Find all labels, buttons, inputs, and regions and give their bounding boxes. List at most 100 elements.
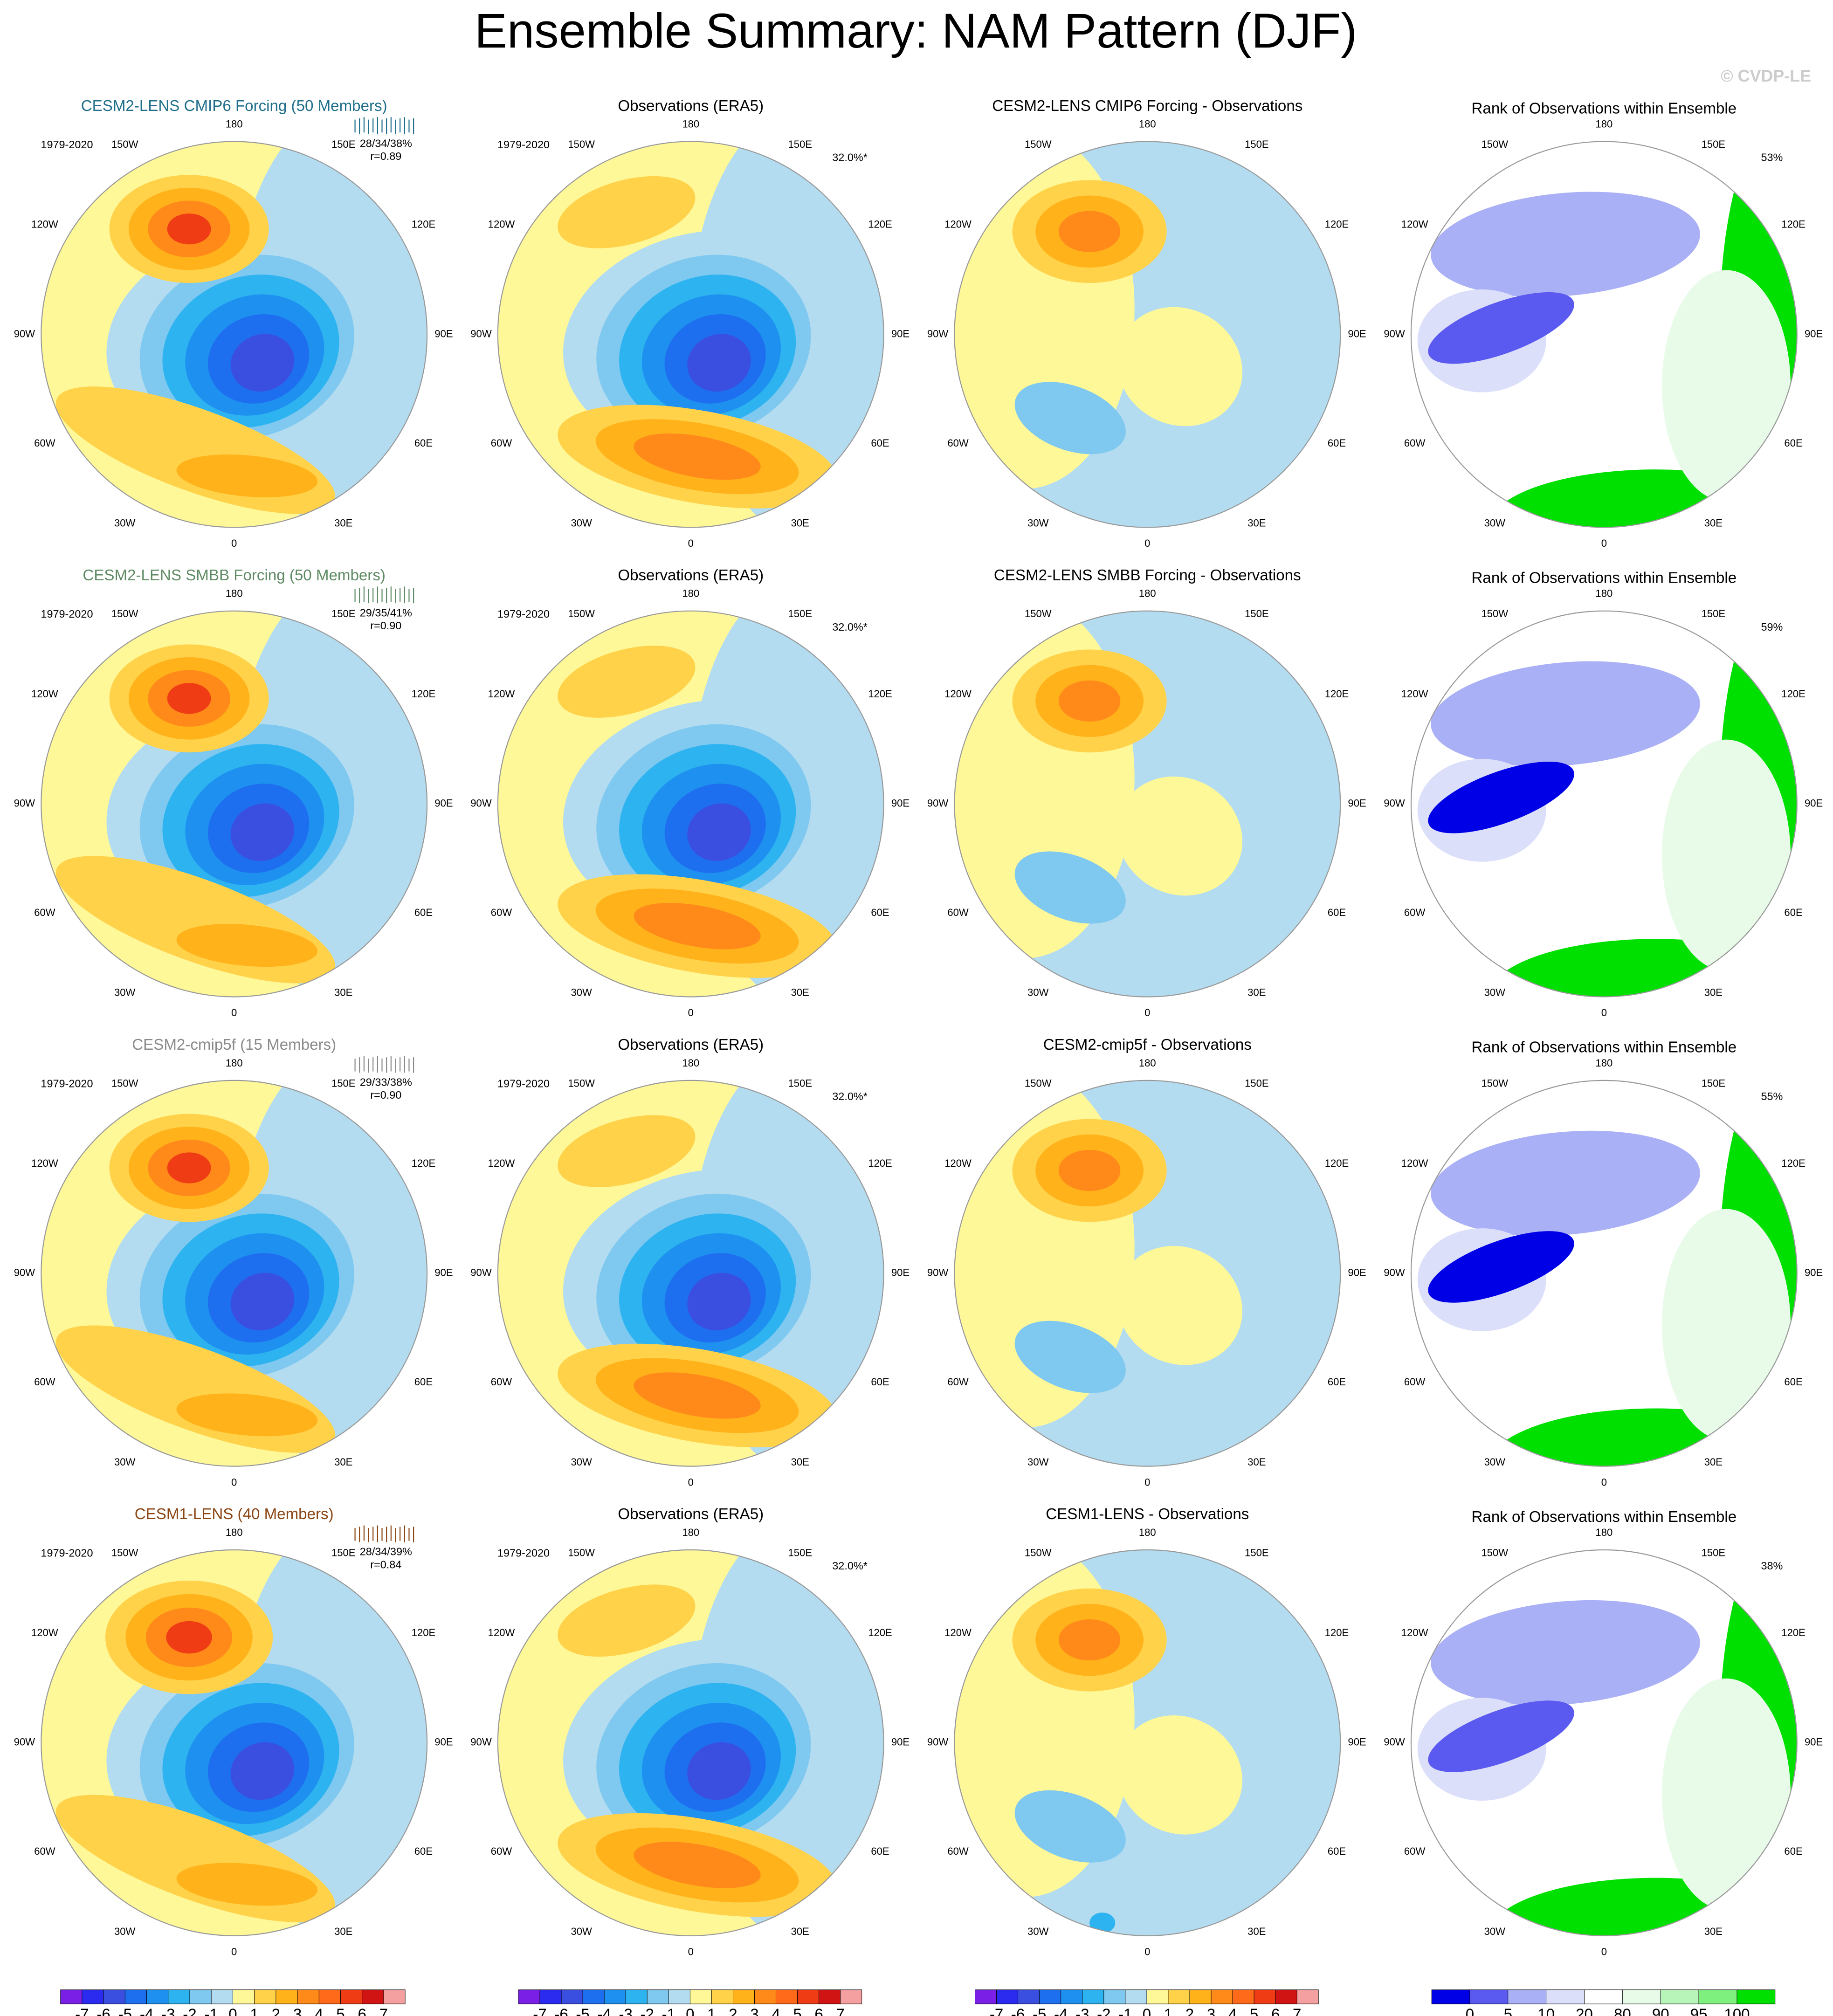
lon-label: 30W [571, 1456, 593, 1468]
lon-label: 120W [488, 688, 515, 700]
lon-label: 180 [1139, 1057, 1156, 1069]
colorbar-label: 100 [1724, 2006, 1750, 2016]
colorbar-label: 95 [1690, 2006, 1708, 2016]
lon-label: 90E [434, 797, 453, 809]
lon-label: 150W [1025, 1077, 1052, 1089]
rank-pct: 59% [1761, 621, 1783, 633]
colorbar-label: -7 [75, 2006, 89, 2016]
colorbar-label: -6 [554, 2006, 568, 2016]
lon-label: 90E [891, 797, 910, 809]
contour [1014, 382, 1126, 454]
colorbar-label: -7 [533, 2006, 546, 2016]
colorbar-box [233, 1989, 255, 2004]
panel-title: CESM2-LENS SMBB Forcing - Observations [994, 567, 1301, 584]
colorbar-box [383, 1989, 406, 2004]
lon-label: 150W [1481, 608, 1508, 619]
colorbar-label: -2 [183, 2006, 196, 2016]
panel-title: CESM1-LENS (40 Members) [135, 1506, 334, 1523]
lon-label: 90E [1348, 797, 1366, 809]
lon-label: 90W [470, 1267, 492, 1279]
lon-label: 90E [434, 1267, 453, 1279]
map-border [497, 1080, 884, 1467]
colorbar-label: 5 [1504, 2006, 1512, 2016]
colorbar-box [1469, 1989, 1509, 2004]
contour [1428, 762, 1574, 833]
lon-label: 60E [1328, 1845, 1346, 1857]
map [41, 141, 427, 528]
colorbar-box [146, 1989, 169, 2004]
lon-label: 60E [1328, 907, 1346, 918]
colorbar-label: 6 [1271, 2006, 1280, 2016]
lon-label: 30E [1704, 1456, 1723, 1468]
lon-label: 180 [226, 118, 243, 130]
lon-label: 90W [470, 328, 492, 339]
contour [176, 1393, 318, 1437]
map [497, 611, 884, 997]
lon-label: 0 [1144, 1946, 1150, 1957]
lon-label: 180 [1595, 118, 1612, 130]
lon-label: 150W [1025, 608, 1052, 619]
obs-pct: 32.0%* [832, 1090, 868, 1102]
map-border [954, 1549, 1341, 1936]
lon-label: 90E [1805, 1736, 1823, 1748]
lon-label: 60E [1784, 907, 1802, 918]
lon-label: 120E [412, 219, 436, 230]
contour [634, 1842, 761, 1888]
lon-label: 150E [1702, 608, 1726, 619]
lon-label: 150W [1481, 1547, 1508, 1558]
contour [687, 1273, 751, 1331]
colorbar-box [1275, 1989, 1297, 2004]
lon-label: 60W [34, 1376, 55, 1388]
lon-label: 30W [1484, 987, 1506, 998]
lon-label: 30E [1247, 1456, 1266, 1468]
lon-label: 150W [1481, 138, 1508, 150]
contour [1058, 1619, 1121, 1661]
panel-title: CESM2-LENS SMBB Forcing (50 Members) [83, 567, 385, 584]
colorbar-box [362, 1989, 384, 2004]
contour [634, 433, 761, 480]
lon-label: 120E [1325, 1627, 1349, 1638]
colorbar-label: -6 [1011, 2006, 1025, 2016]
lon-label: 120E [868, 219, 892, 230]
colorbar-label: 7 [836, 2006, 844, 2016]
map [954, 141, 1341, 528]
colorbar-label: -5 [118, 2006, 132, 2016]
lon-label: 120W [1401, 219, 1428, 230]
colorbar-label: -3 [1075, 2006, 1089, 2016]
panel-title: CESM2-LENS CMIP6 Forcing (50 Members) [81, 97, 387, 115]
contour [558, 1115, 696, 1187]
lon-label: 0 [688, 1946, 694, 1957]
obs-pct: 32.0%* [832, 621, 868, 633]
contour [1662, 1678, 1791, 1910]
lon-label: 120W [1401, 688, 1428, 700]
lon-label: 150W [568, 608, 595, 619]
lon-label: 90W [14, 1736, 35, 1748]
lon-label: 60E [871, 1376, 889, 1388]
lon-label: 30W [114, 1456, 136, 1468]
lon-label: 90W [1384, 1267, 1405, 1279]
lon-label: 180 [682, 118, 699, 130]
period: 1979-2020 [41, 1547, 93, 1559]
colorbar-label: 3 [1207, 2006, 1215, 2016]
map-border [41, 1549, 428, 1936]
map-border [1410, 1080, 1798, 1467]
lon-label: 30W [1027, 1926, 1049, 1937]
lon-label: 120W [944, 688, 972, 700]
lon-label: 90E [1348, 1736, 1366, 1748]
lon-label: 30W [1484, 1456, 1506, 1468]
colorbar-box [318, 1989, 341, 2004]
lon-label: 90W [927, 1736, 949, 1748]
lon-label: 90W [14, 797, 35, 809]
lon-label: 120W [31, 1157, 58, 1169]
colorbar-label: 2 [272, 2006, 280, 2016]
colorbar-box [647, 1989, 669, 2004]
lon-label: 90E [434, 328, 453, 339]
rank-pct: 55% [1761, 1090, 1783, 1102]
period: 1979-2020 [497, 1077, 550, 1089]
lon-label: 0 [1601, 537, 1607, 549]
lon-label: 120E [1325, 1157, 1349, 1169]
period: 1979-2020 [41, 138, 93, 151]
lon-label: 120E [1781, 688, 1805, 700]
contour [176, 924, 318, 967]
lon-label: 60W [947, 437, 969, 449]
